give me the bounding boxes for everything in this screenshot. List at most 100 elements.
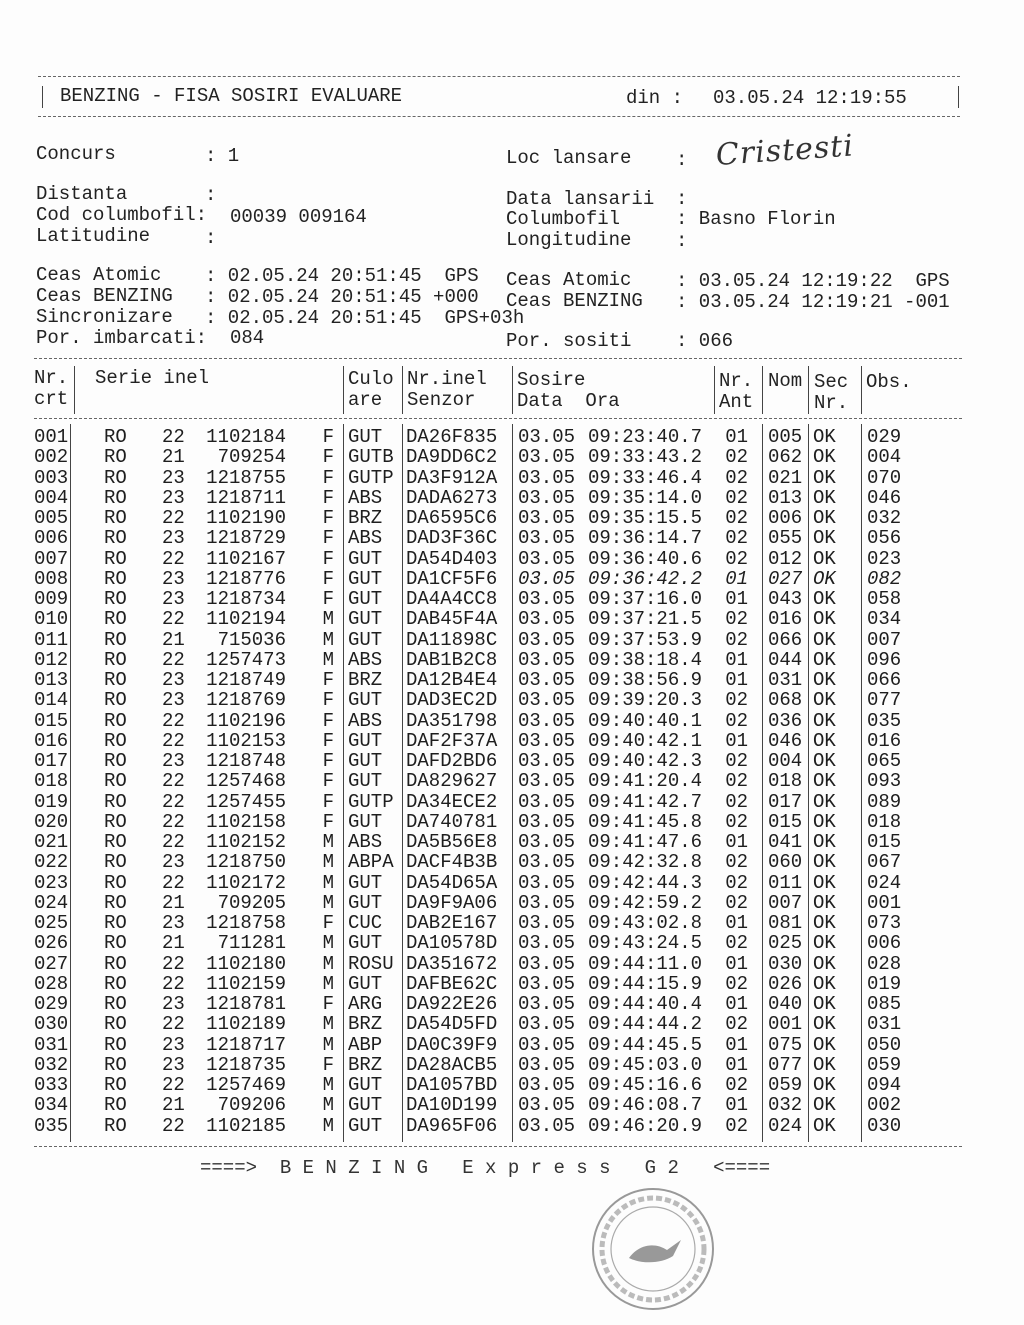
sec-nr: OK [813,1033,836,1056]
serie-year: 21 [162,446,185,469]
serie-year: 22 [162,709,185,732]
sex: F [322,466,334,489]
sositi-value: : 066 [676,330,734,352]
arrival-date: 03.05 [518,588,576,610]
serie-ring: 1218734 [206,588,286,610]
serie-ring: 1218729 [206,527,286,550]
nom: 066 [768,628,803,651]
culoare: BRZ [348,507,383,529]
serie-year: 22 [162,1074,185,1096]
divider [38,116,960,117]
row-number: 017 [34,750,69,772]
header-ant: Ant [719,391,754,413]
serie-country: RO [104,527,127,550]
row-number: 028 [34,972,69,995]
serie-country: RO [104,1114,127,1137]
nom: 015 [768,810,803,833]
nr-ant: 01 [725,993,748,1015]
serie-ring: 1218748 [206,750,286,772]
divider [762,424,763,1142]
sex: F [322,993,334,1015]
nom: 068 [768,689,803,712]
nom: 062 [768,446,803,469]
culoare: GUT [348,750,383,772]
arrival-date: 03.05 [518,1053,576,1076]
arrival-time: 09:23:40.7 [588,426,703,448]
serie-country: RO [104,1094,127,1117]
nom: 025 [768,932,803,955]
obs: 082 [867,567,902,590]
row-number: 022 [34,851,69,874]
serie-ring: 1102180 [206,952,286,975]
serie-country: RO [104,466,127,489]
divider [958,86,959,108]
nr-ant: 01 [725,426,748,448]
nr-ant: 01 [725,1094,748,1117]
sex: M [322,1013,334,1036]
sex: M [322,831,334,853]
clock-value: : 02.05.24 20:51:45 +000 [205,286,479,308]
nr-ant: 02 [725,871,748,894]
serie-year: 22 [162,790,185,813]
serie-ring: 1218769 [206,689,286,712]
nom: 011 [768,871,803,894]
sex: M [322,628,334,651]
senzor: DA922E26 [406,993,498,1015]
senzor: DA351672 [406,952,498,975]
obs: 059 [867,1053,902,1076]
serie-year: 22 [162,507,185,529]
latitudine-value: : [205,227,217,249]
cod-columbofil-label: Cod columbofil: [36,204,208,226]
sec-nr: OK [813,891,836,914]
obs: 018 [867,810,902,833]
senzor: DA1CF5F6 [406,567,498,590]
sec-nr: OK [813,669,836,691]
nr-ant: 02 [725,932,748,955]
nom: 041 [768,831,803,853]
row-number: 013 [34,669,69,691]
row-number: 015 [34,709,69,732]
arrival-time: 09:36:42.2 [588,567,703,590]
nr-ant: 02 [725,972,748,995]
association-stamp [592,1188,714,1310]
serie-year: 21 [162,932,185,955]
arrival-time: 09:41:42.7 [588,790,703,813]
divider [762,366,763,414]
row-number: 016 [34,729,69,752]
divider [808,424,809,1142]
clock-value: : 03.05.24 12:19:22 GPS [676,270,950,292]
arrival-date: 03.05 [518,709,576,732]
clock-value: : 02.05.24 20:51:45 GPS+03h [205,307,525,329]
sex: M [322,851,334,874]
arrival-date: 03.05 [518,567,576,590]
serie-year: 23 [162,689,185,712]
serie-year: 21 [162,891,185,914]
sec-nr: OK [813,608,836,631]
arrival-date: 03.05 [518,608,576,631]
obs: 029 [867,426,902,448]
row-number: 021 [34,831,69,853]
serie-country: RO [104,831,127,853]
sex: M [322,891,334,914]
sec-nr: OK [813,729,836,752]
sex: F [322,567,334,590]
concurs-label: Concurs [36,143,116,165]
nom: 012 [768,547,803,570]
culoare: ABS [348,648,383,671]
header-culoare: Culo [348,368,394,390]
arrival-date: 03.05 [518,851,576,874]
sex: F [322,547,334,570]
sec-nr: OK [813,689,836,712]
row-number: 019 [34,790,69,813]
nr-ant: 01 [725,729,748,752]
senzor: DAFD2BD6 [406,750,498,772]
culoare: ABS [348,831,383,853]
nr-ant: 02 [725,1074,748,1096]
nr-ant: 02 [725,466,748,489]
sec-nr: OK [813,952,836,975]
divider [34,358,962,359]
serie-year: 23 [162,851,185,874]
sex: F [322,770,334,793]
senzor: DA10578D [406,932,498,955]
